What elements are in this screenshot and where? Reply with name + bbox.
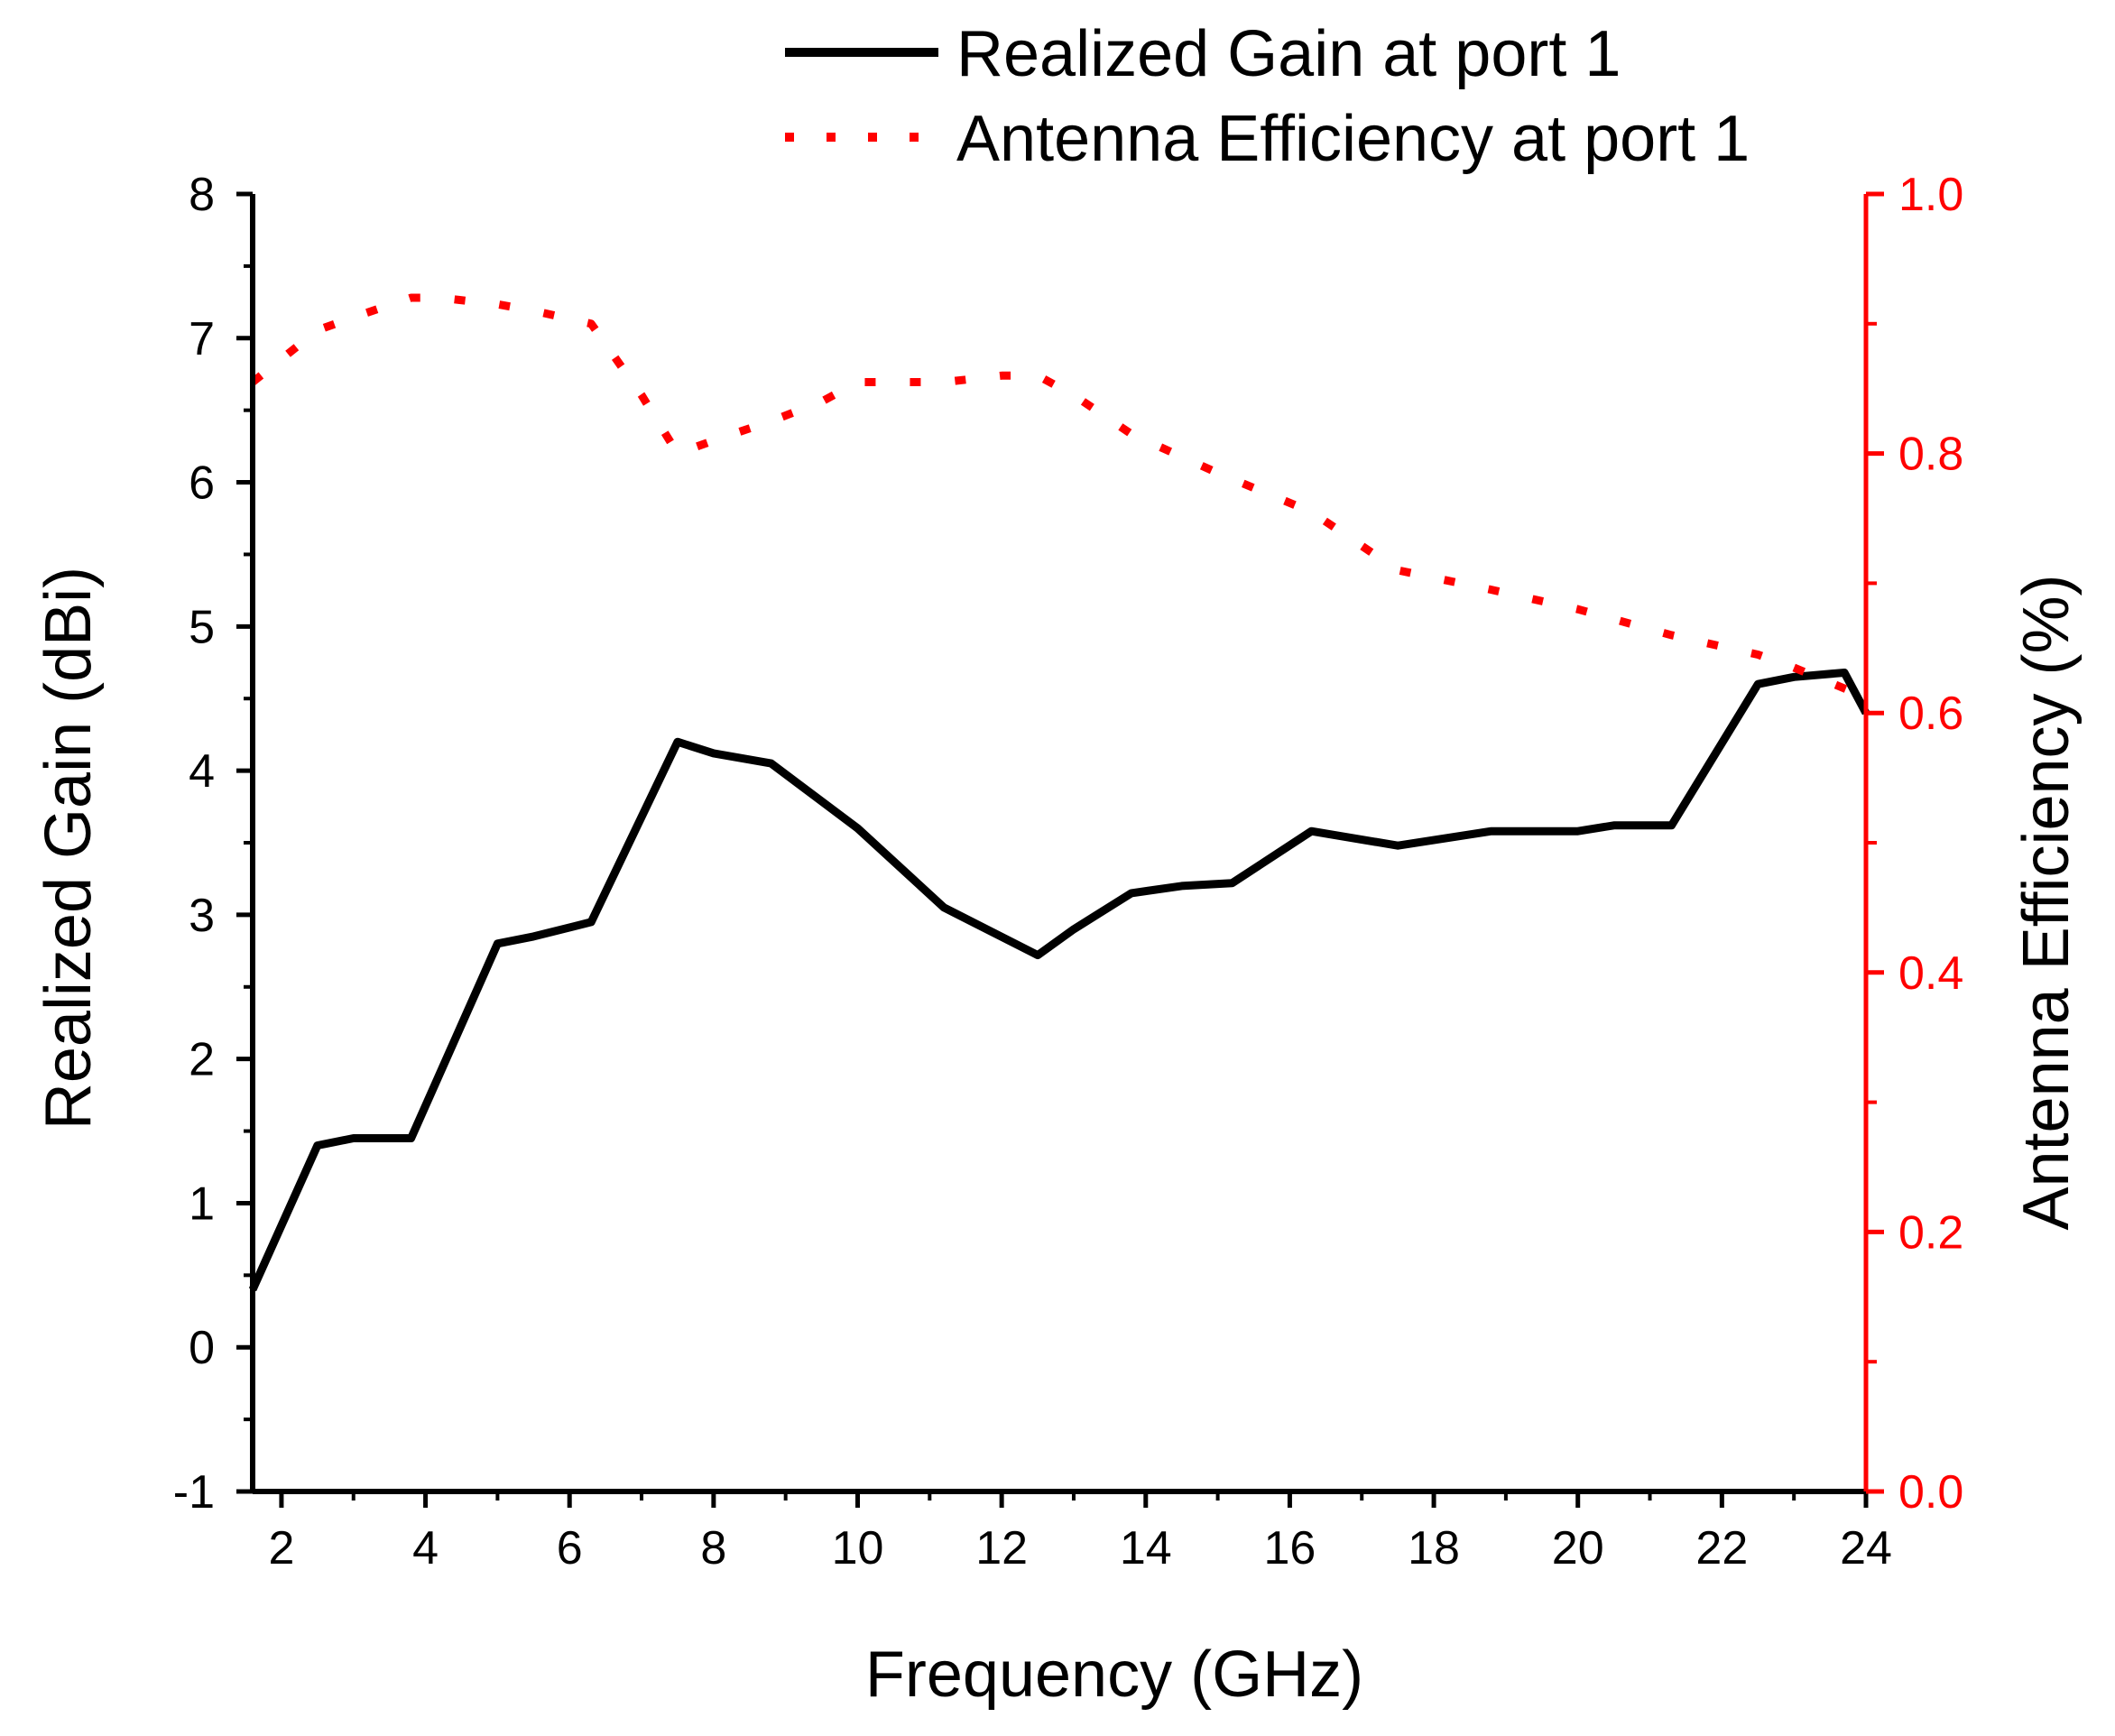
x-ticks: 2 4 6 8 10 12 14 16 18 20 22 24 <box>268 1491 1892 1574</box>
legend: Realized Gain at port 1 Antenna Efficien… <box>785 18 1750 175</box>
y-tick-label: 5 <box>189 601 215 653</box>
y2-tick-label: 0.4 <box>1898 947 1963 1000</box>
plot-area <box>248 293 1870 1292</box>
x-tick-label: 14 <box>1120 1522 1172 1574</box>
y2-axis-title: Antenna Efficiency (%) <box>2010 574 2083 1230</box>
y2-tick-label: 0.2 <box>1898 1206 1963 1259</box>
y-tick-label: 1 <box>189 1177 215 1230</box>
legend-label-gain: Realized Gain at port 1 <box>956 18 1621 90</box>
y2-ticks: 0.0 0.2 0.4 0.6 0.8 1.0 <box>1866 169 1963 1519</box>
y2-tick-label: 0.6 <box>1898 688 1963 740</box>
legend-label-efficiency: Antenna Efficiency at port 1 <box>956 103 1750 175</box>
x-tick-label: 4 <box>412 1522 439 1574</box>
y-tick-label: -1 <box>173 1466 215 1519</box>
y-tick-label: 0 <box>189 1322 215 1374</box>
x-tick-label: 6 <box>557 1522 583 1574</box>
x-axis-title: Frequency (GHz) <box>865 1639 1363 1711</box>
y-ticks: -1 0 1 2 3 4 5 6 7 8 <box>173 169 253 1519</box>
x-tick-label: 8 <box>700 1522 726 1574</box>
y-tick-label: 7 <box>189 313 215 365</box>
y-tick-label: 6 <box>189 457 215 510</box>
x-tick-label: 16 <box>1264 1522 1316 1574</box>
series-line-efficiency <box>250 293 1868 702</box>
y2-tick-label: 0.8 <box>1898 429 1963 481</box>
x-tick-label: 10 <box>832 1522 884 1574</box>
series-line-gain <box>248 669 1870 1292</box>
y2-tick-label: 1.0 <box>1898 169 1963 221</box>
y-tick-label: 4 <box>189 745 215 798</box>
y-axis-title: Realized Gain (dBi) <box>32 567 105 1130</box>
axes <box>250 194 1869 1494</box>
x-tick-label: 18 <box>1408 1522 1460 1574</box>
y-tick-label: 8 <box>189 169 215 221</box>
y2-tick-label: 0.0 <box>1898 1466 1963 1519</box>
x-tick-label: 2 <box>268 1522 294 1574</box>
y-tick-label: 2 <box>189 1034 215 1086</box>
x-tick-label: 12 <box>975 1522 1028 1574</box>
y-tick-label: 3 <box>189 890 215 942</box>
x-tick-label: 22 <box>1695 1522 1748 1574</box>
x-tick-label: 24 <box>1840 1522 1892 1574</box>
x-tick-label: 20 <box>1552 1522 1604 1574</box>
